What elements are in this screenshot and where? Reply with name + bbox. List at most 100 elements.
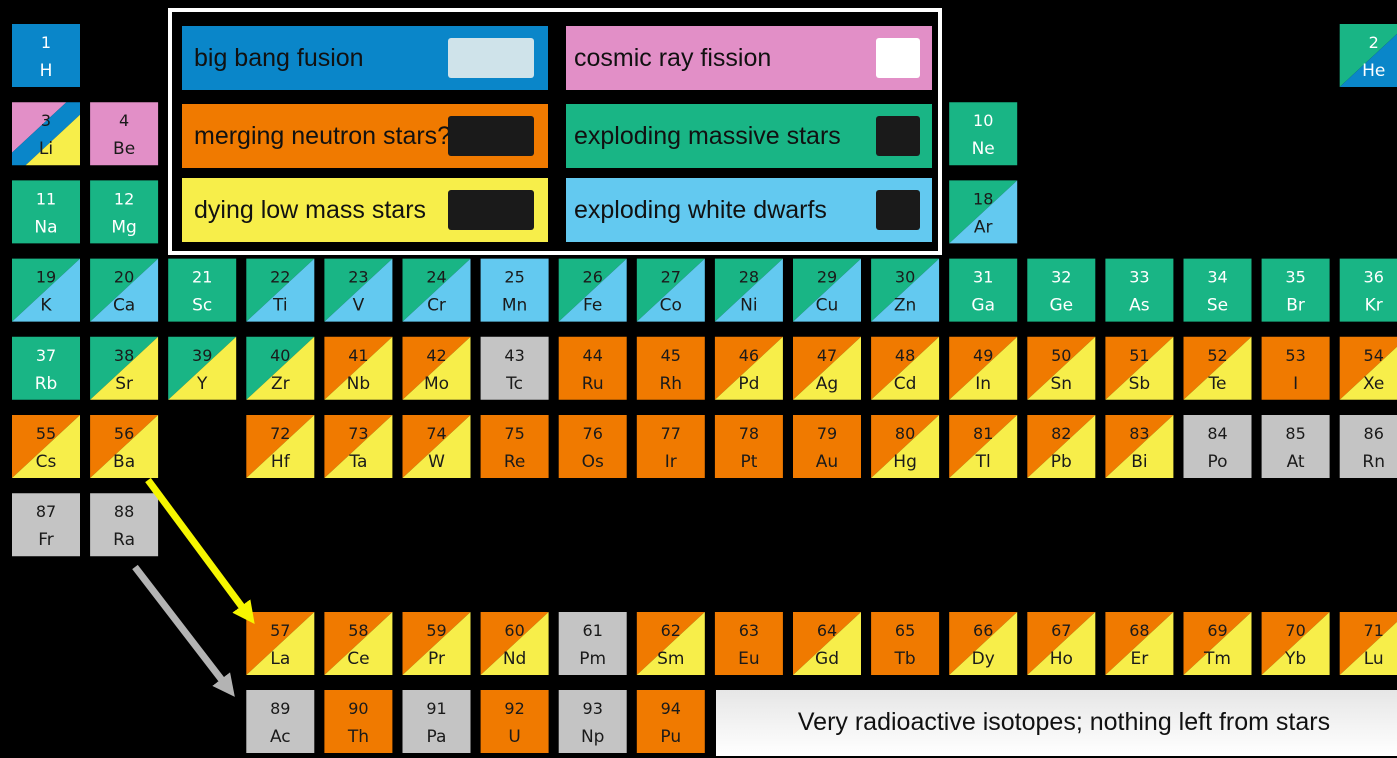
element-cell: 1H (12, 24, 80, 87)
element-symbol: Ac (270, 727, 291, 747)
legend-label: cosmic ray fission (574, 44, 771, 72)
element-number: 85 (1285, 424, 1305, 443)
element-fill (90, 493, 159, 557)
element-fill (636, 336, 705, 400)
element-number: 24 (426, 268, 446, 287)
element-fill (871, 415, 940, 478)
element-fill (1105, 415, 1174, 478)
element-cell: 73 Ta (324, 415, 393, 478)
element-cell: 4 Be (90, 102, 159, 166)
element-number: 22 (270, 268, 290, 287)
element-symbol: Pt (740, 452, 757, 472)
element-number: 79 (817, 424, 837, 443)
element-fill (480, 612, 549, 675)
element-cell: 58 Ce (324, 612, 393, 675)
element-symbol: Cu (816, 296, 839, 316)
element-fill (246, 336, 315, 400)
element-cell: 82 Pb (1027, 415, 1096, 478)
element-cell: 54 Xe (1339, 336, 1397, 400)
element-cell: 24 Cr (402, 258, 471, 322)
element-number: 66 (973, 621, 993, 640)
element-cell: 64 Gd (793, 612, 861, 675)
element-symbol: Zr (271, 374, 290, 394)
element-symbol: Te (1208, 374, 1227, 394)
element-number: 70 (1285, 621, 1305, 640)
element-symbol: Fe (583, 296, 602, 316)
element-cell: 92 U (480, 690, 549, 753)
element-number: 68 (1129, 621, 1149, 640)
element-number: 83 (1129, 424, 1149, 443)
element-symbol: Ru (582, 374, 604, 394)
element-symbol: Ne (972, 139, 995, 159)
element-symbol: Br (1286, 296, 1305, 316)
element-number: 94 (661, 699, 681, 718)
element-number: 29 (817, 268, 837, 287)
element-symbol: Hf (271, 452, 291, 472)
element-number: 89 (270, 699, 290, 718)
element-cell: 75 Re (480, 415, 549, 478)
element-cell: 35 Br (1261, 258, 1330, 322)
element-number: 59 (426, 621, 446, 640)
element-symbol: Se (1207, 296, 1228, 316)
element-fill (12, 415, 80, 478)
element-fill (1339, 612, 1397, 675)
element-number: 84 (1207, 424, 1227, 443)
legend: big bang fusion cosmic ray fission merging… (182, 26, 932, 242)
element-symbol: Ag (816, 374, 838, 394)
legend-label: exploding massive stars (574, 122, 841, 150)
element-number: 90 (348, 699, 368, 718)
element-cell: 32 Ge (1027, 258, 1096, 322)
element-symbol: Sc (192, 296, 212, 316)
element-cell: 88 Ra (90, 493, 159, 557)
element-number: 4 (119, 111, 129, 130)
element-symbol: U (508, 727, 520, 747)
element-symbol: Re (504, 452, 526, 472)
element-number: 76 (583, 424, 603, 443)
element-symbol: Rh (660, 374, 683, 394)
element-fill (90, 180, 159, 244)
element-symbol: Mo (424, 374, 449, 394)
element-number: 50 (1051, 346, 1071, 365)
element-fill (90, 102, 159, 166)
element-number: 11 (36, 189, 56, 208)
element-number: 62 (661, 621, 681, 640)
element-cell: 11 Na (12, 180, 80, 244)
element-number: 36 (1364, 268, 1384, 287)
element-fill (1261, 612, 1330, 675)
element-symbol: Cs (36, 452, 57, 472)
element-symbol: Ta (348, 452, 367, 472)
element-fill (480, 258, 549, 322)
element-cell: 42 Mo (402, 336, 471, 400)
element-fill (714, 612, 783, 675)
element-cell: 81 Tl (949, 415, 1018, 478)
element-number: 43 (504, 346, 524, 365)
element-fill (636, 258, 705, 322)
element-symbol: Dy (972, 649, 995, 669)
element-fill (558, 336, 627, 400)
element-fill (246, 415, 315, 478)
element-cell: 33 As (1105, 258, 1174, 322)
element-cell: 10 Ne (949, 102, 1018, 166)
element-fill (324, 258, 393, 322)
element-symbol: Ni (740, 296, 757, 316)
element-fill (402, 336, 471, 400)
element-fill (246, 612, 315, 675)
element-fill (402, 612, 471, 675)
element-symbol: H (40, 61, 53, 81)
element-fill (558, 258, 627, 322)
element-symbol: V (353, 296, 365, 316)
element-symbol: Ra (113, 530, 135, 550)
element-cell: 53 I (1261, 336, 1330, 400)
legend-label: merging neutron stars? (194, 122, 451, 150)
element-cell: 56 Ba (90, 415, 159, 478)
legend-label: exploding white dwarfs (574, 196, 827, 224)
legend-icon (876, 38, 920, 78)
element-symbol: Ti (272, 296, 288, 316)
element-fill (402, 258, 471, 322)
element-cell: 26 Fe (558, 258, 627, 322)
element-number: 64 (817, 621, 837, 640)
element-number: 2 (1369, 33, 1379, 52)
element-number: 47 (817, 346, 837, 365)
arrow-actinides (132, 564, 235, 697)
element-number: 40 (270, 346, 290, 365)
